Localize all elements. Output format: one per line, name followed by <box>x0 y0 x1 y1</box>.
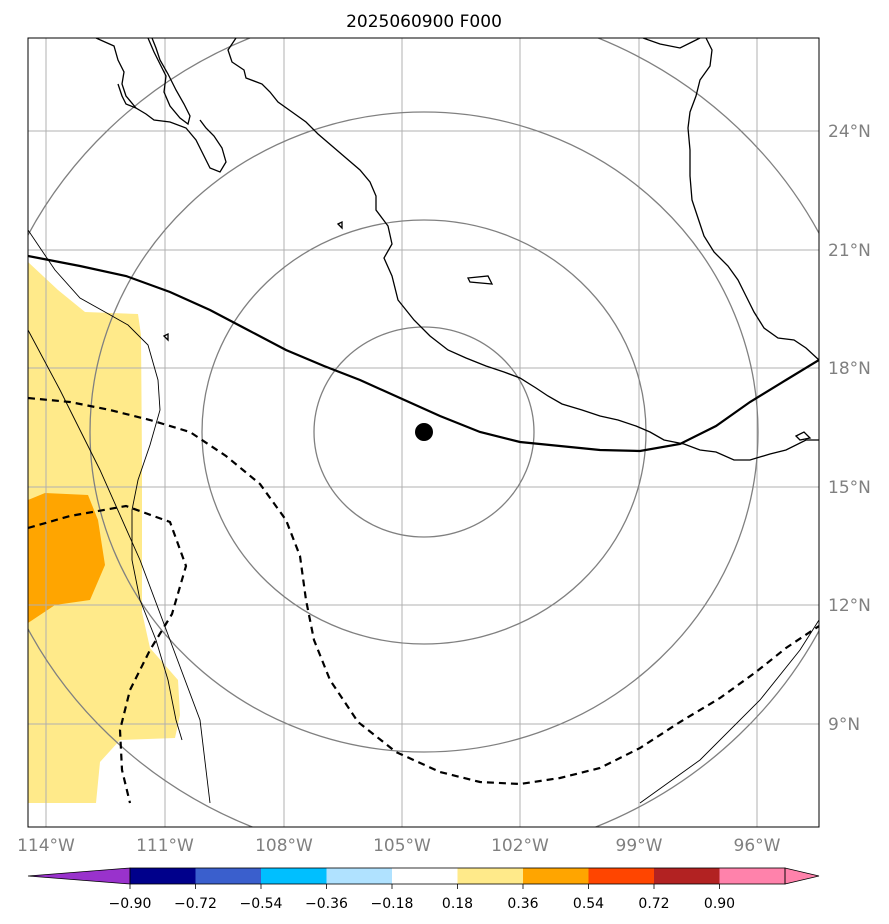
colorbar-label: 0.72 <box>638 896 669 912</box>
track-lines <box>28 229 819 804</box>
lat-tick-label: 15°N <box>828 478 871 498</box>
colorbar-segment <box>784 867 820 885</box>
lat-tick-label: 24°N <box>828 122 871 142</box>
lon-tick-labels: 114°W 111°W 108°W 105°W 102°W 99°W 96°W <box>17 836 781 856</box>
colorbar-label: −0.72 <box>174 896 217 912</box>
colorbar-segment <box>392 868 458 884</box>
lat-tick-label: 9°N <box>828 715 860 735</box>
contour-solid <box>28 254 819 453</box>
colorbar-label: −0.36 <box>305 896 348 912</box>
contours-dashed <box>28 396 819 804</box>
storm-center-marker <box>415 423 433 441</box>
colorbar-segment <box>195 868 261 884</box>
lat-tick-label: 18°N <box>828 359 871 379</box>
colorbar-label: −0.54 <box>240 896 283 912</box>
colorbar-label: 0.18 <box>442 896 473 912</box>
lat-tick-label: 21°N <box>828 241 871 261</box>
colorbar-segment <box>719 868 785 884</box>
colorbar-segment <box>130 868 196 884</box>
colorbar-label: −0.18 <box>371 896 414 912</box>
colorbar-labels: −0.90 −0.72 −0.54 −0.36 −0.18 0.18 0.36 … <box>109 896 736 912</box>
map-title: 2025060900 F000 <box>346 12 502 32</box>
lat-tick-labels: 24°N 21°N 18°N 15°N 12°N 9°N <box>828 122 871 735</box>
lon-tick-label: 111°W <box>136 836 194 856</box>
colorbar-segment <box>261 868 327 884</box>
lon-tick-label: 105°W <box>373 836 431 856</box>
colorbar-segment <box>588 868 654 884</box>
map-frame <box>27 37 820 828</box>
colorbar-label: 0.90 <box>704 896 735 912</box>
lon-tick-label: 102°W <box>491 836 549 856</box>
lon-tick-label: 99°W <box>616 836 663 856</box>
colorbar-label: 0.54 <box>573 896 604 912</box>
colorbar: −0.90 −0.72 −0.54 −0.36 −0.18 0.18 0.36 … <box>27 867 820 912</box>
lat-tick-label: 12°N <box>828 596 871 616</box>
lon-tick-label: 114°W <box>17 836 75 856</box>
colorbar-segment <box>27 867 131 885</box>
colorbar-segment <box>457 868 523 884</box>
range-rings <box>28 38 819 827</box>
coastlines <box>95 38 819 461</box>
colorbar-segment <box>654 868 720 884</box>
colorbar-segment <box>523 868 589 884</box>
field-fill-orange <box>28 493 105 623</box>
lon-tick-label: 96°W <box>734 836 781 856</box>
lon-tick-label: 108°W <box>255 836 313 856</box>
colorbar-segment <box>326 868 392 884</box>
colorbar-label: 0.36 <box>507 896 538 912</box>
gridlines <box>28 38 819 827</box>
colorbar-label: −0.90 <box>109 896 152 912</box>
colorbar-ticks <box>129 884 720 889</box>
